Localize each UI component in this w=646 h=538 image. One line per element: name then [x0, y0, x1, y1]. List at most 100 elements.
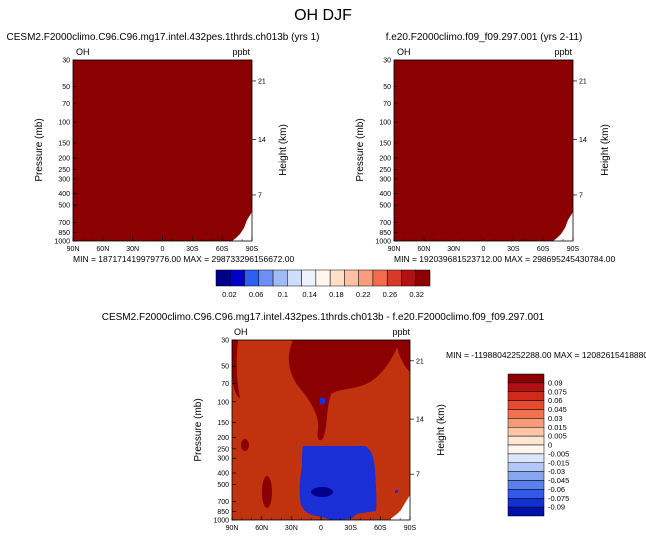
page-title: OH DJF [294, 7, 352, 24]
diff-low-spot [320, 398, 325, 404]
panel-model: CESM2.F2000climo.C96.C96.mg17.intel.432p… [7, 32, 320, 264]
panel-model-right-label: ppbt [232, 47, 250, 57]
colorbar-diff-label: -0.005 [548, 449, 569, 458]
x-tick-label: 90N [388, 246, 401, 253]
y-tick-label: 700 [58, 220, 70, 227]
y-tick-label: 400 [58, 191, 70, 198]
x-tick-label: 90N [226, 525, 239, 532]
colorbar-top-label: 0.1 [278, 290, 288, 299]
colorbar-top-swatch [244, 269, 260, 287]
y-tick-label: 70 [221, 381, 229, 388]
colorbar-diff-label: 0.045 [548, 405, 567, 414]
panel-reference-ylabel: Pressure (mb) [355, 118, 366, 181]
y-tick-label: 70 [62, 101, 70, 108]
y-tick-label: 30 [221, 338, 229, 345]
y-tick-label: 150 [379, 141, 391, 148]
colorbar-top-label: 0.14 [302, 290, 317, 299]
diff-high-region-upper [288, 340, 400, 441]
colorbar-diff-swatch [507, 444, 545, 455]
diff-high-region-small [241, 439, 249, 451]
x-tick-label: 60S [537, 246, 550, 253]
panel-model-terrain [232, 212, 252, 241]
y-tick-label: 50 [221, 364, 229, 371]
colorbar-top-swatch [301, 269, 317, 287]
y-tick-label: 400 [217, 470, 229, 477]
colorbar-top-swatch [258, 269, 274, 287]
colorbar-top-swatch [272, 269, 288, 287]
panel-reference-right-label: ppbt [554, 47, 572, 57]
panel-model-y2label: Height (km) [278, 124, 289, 176]
y-tick-label: 850 [58, 230, 70, 237]
colorbar-top-label: 0.02 [222, 290, 237, 299]
y-tick-label: 300 [58, 176, 70, 183]
y2-tick-label: 7 [258, 192, 262, 199]
colorbar-diff-swatch [507, 506, 545, 517]
x-tick-label: 60N [417, 246, 430, 253]
y-tick-label: 500 [58, 203, 70, 210]
panel-difference-title: CESM2.F2000climo.C96.C96.mg17.intel.432p… [102, 312, 545, 323]
diff-low-core [311, 487, 333, 497]
diff-high-region-lower [262, 476, 272, 508]
x-tick-label: 30S [344, 525, 357, 532]
colorbar-top-swatch [401, 269, 416, 287]
y-tick-label: 100 [58, 120, 70, 127]
y-tick-label: 50 [383, 84, 391, 91]
panel-difference-left-label: OH [234, 327, 248, 337]
colorbar-diff-swatch [507, 498, 545, 508]
colorbar-diff-swatch [507, 400, 545, 410]
diff-low-spot-right [395, 490, 398, 493]
y-tick-label: 70 [383, 101, 391, 108]
y-tick-label: 500 [217, 482, 229, 489]
panel-model-ylabel: Pressure (mb) [34, 118, 45, 181]
x-tick-label: 30N [447, 246, 460, 253]
colorbar-diff-swatch [507, 391, 545, 401]
colorbar-diff-swatch [507, 427, 545, 437]
y-tick-label: 1000 [213, 518, 229, 525]
x-tick-label: 60N [96, 246, 109, 253]
y-tick-label: 30 [383, 58, 391, 65]
y2-tick-label: 21 [579, 78, 587, 85]
y-tick-label: 1000 [375, 239, 391, 246]
panel-model-field [73, 60, 252, 241]
panel-reference-stats: MIN = 192039681523712.00 MAX = 298695245… [394, 254, 615, 264]
y-tick-label: 50 [62, 84, 70, 91]
y-tick-label: 850 [379, 230, 391, 237]
panel-difference: CESM2.F2000climo.C96.C96.mg17.intel.432p… [102, 312, 646, 532]
panel-difference-right-label: ppbt [392, 327, 410, 337]
colorbar-top-swatch [358, 269, 374, 287]
x-tick-label: 0 [319, 525, 323, 532]
y2-tick-label: 14 [579, 137, 587, 144]
y2-tick-label: 14 [416, 417, 424, 424]
diff-high-region-right [396, 340, 410, 372]
panel-reference-title: f.e20.F2000climo.f09_f09.297.001 (yrs 2-… [386, 32, 583, 43]
colorbar-top-label: 0.22 [356, 290, 371, 299]
colorbar-diff-swatch [507, 489, 545, 499]
colorbar-top-swatch [344, 269, 359, 287]
colorbar-top-swatch [230, 269, 245, 287]
colorbar-diff-label: 0.075 [548, 387, 567, 396]
colorbar-diff-label: 0.005 [548, 432, 567, 441]
panel-reference-field [394, 60, 573, 241]
colorbar-diff-label: -0.015 [548, 458, 569, 467]
colorbar-diff-label: -0.045 [548, 476, 569, 485]
panel-model-stats: MIN = 187171419979776.00 MAX = 298733296… [73, 254, 294, 264]
x-tick-label: 60S [374, 525, 387, 532]
x-tick-label: 30N [285, 525, 298, 532]
y-tick-label: 150 [217, 420, 229, 427]
y2-tick-label: 7 [579, 192, 583, 199]
colorbar-diff-label: 0.06 [548, 396, 563, 405]
panel-model-title: CESM2.F2000climo.C96.C96.mg17.intel.432p… [7, 32, 320, 43]
colorbar-top-label: 0.06 [249, 290, 264, 299]
x-tick-label: 30S [507, 246, 520, 253]
panel-reference: f.e20.F2000climo.f09_f09.297.001 (yrs 2-… [355, 32, 615, 264]
panel-difference-terrain [389, 495, 410, 520]
colorbar-top-swatch [415, 269, 431, 287]
colorbar-top-swatch [372, 269, 388, 287]
colorbar-diff-swatch [507, 418, 545, 428]
colorbar-top-label: 0.26 [383, 290, 398, 299]
y-tick-label: 30 [62, 58, 70, 65]
colorbar-diff-swatch [507, 409, 545, 419]
colorbar-diff-swatch [507, 462, 545, 472]
y-tick-label: 250 [217, 446, 229, 453]
